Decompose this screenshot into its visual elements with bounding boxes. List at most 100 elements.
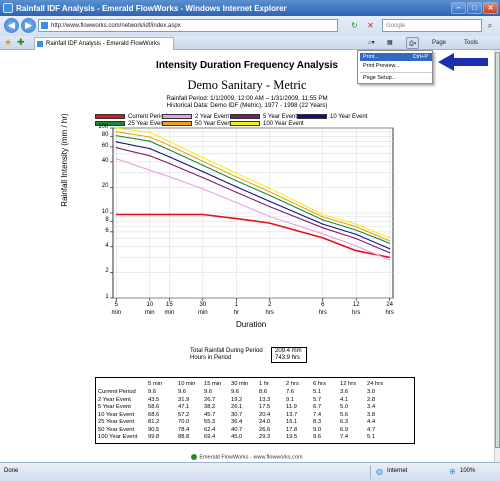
flowworks-logo-icon: [191, 454, 198, 460]
table-cell: 5.1: [367, 434, 376, 440]
table-cell: 6.3: [340, 419, 349, 425]
table-cell: 55.3: [204, 419, 216, 425]
table-header-cell: 30 min: [231, 381, 249, 387]
feeds-icon[interactable]: ▦: [387, 40, 393, 46]
table-header-cell: 10 min: [178, 381, 196, 387]
refresh-icon[interactable]: ↻: [351, 21, 358, 30]
table-cell: 3.6: [340, 389, 349, 395]
table-cell: 13.7: [286, 411, 298, 418]
menu-item-print-preview[interactable]: Print Preview...: [363, 63, 400, 69]
print-button[interactable]: ⎙▾: [406, 37, 420, 49]
table-row-label: 2 Year Event: [98, 396, 131, 403]
y-axis-label: Rainfall Intensity (mm / hr): [60, 113, 69, 207]
y-tick-label: 10: [101, 209, 109, 215]
legend-label: Current Period: [128, 113, 168, 120]
table-cell: 36.4: [231, 419, 243, 425]
status-text: Done: [4, 468, 19, 474]
table-cell: 13.3: [259, 396, 271, 403]
window-controls: – □ ✕: [451, 2, 498, 14]
home-icon[interactable]: ⌂▾: [368, 40, 375, 46]
close-button[interactable]: ✕: [483, 2, 498, 14]
legend-item: 25 Year Event: [95, 120, 165, 127]
table-cell: 8.3: [313, 419, 322, 425]
table-cell: 6.7: [313, 404, 322, 410]
idf-table: [95, 377, 415, 444]
y-tick-label: 20: [101, 183, 109, 190]
legend-label: 25 Year Event: [128, 120, 166, 127]
table-cell: 68.6: [148, 411, 160, 418]
table-row-label: 25 Year Event: [98, 419, 135, 425]
search-icon[interactable]: ⌕: [487, 21, 493, 30]
table-cell: 16.1: [286, 419, 298, 425]
legend-item: Current Period: [95, 113, 167, 120]
table-cell: 4.1: [340, 396, 349, 403]
forward-button[interactable]: ▶: [21, 18, 36, 33]
hours-label: Hours in Period: [190, 355, 232, 361]
table-cell: 5.6: [340, 411, 349, 418]
tab-active[interactable]: Rainfall IDF Analysis - Emerald FlowWork…: [34, 37, 174, 50]
rainfall-period: Rainfall Period: 1/1/2009, 12:00 AM – 1/…: [166, 95, 328, 102]
legend-item: 5 Year Event: [230, 113, 297, 120]
table-cell: 26.7: [204, 396, 216, 403]
window-title: Rainfall IDF Analysis - Emerald FlowWork…: [16, 3, 287, 13]
vertical-scrollbar[interactable]: [494, 50, 500, 462]
legend-label: 5 Year Event: [263, 113, 298, 120]
favorites-star-icon[interactable]: ★: [4, 37, 13, 47]
table-cell: 58.6: [148, 404, 160, 410]
table-cell: 7.4: [313, 411, 322, 418]
table-cell: 88.8: [178, 434, 190, 440]
site-name: Demo Sanitary - Metric: [187, 78, 307, 92]
ie-icon: [3, 3, 13, 13]
search-input[interactable]: Google: [382, 19, 482, 32]
table-cell: 78.4: [178, 426, 190, 433]
menu-item-page-setup[interactable]: Page Setup...: [363, 75, 397, 81]
x-tick-label: 6 hrs: [318, 302, 327, 316]
page-menu[interactable]: Page: [432, 40, 447, 46]
table-cell: 81.2: [148, 419, 160, 425]
scrollbar-thumb[interactable]: [495, 52, 500, 448]
y-tick-label: 60: [101, 142, 109, 149]
y-tick-label: 4: [105, 242, 109, 249]
table-cell: 47.1: [178, 404, 190, 410]
zoom-level[interactable]: 100%: [460, 468, 476, 474]
x-tick-label: 5 min: [111, 302, 122, 316]
legend-swatch: [230, 114, 260, 119]
x-tick-label: 15 min: [164, 302, 175, 316]
back-button[interactable]: ◀: [4, 18, 19, 33]
legend-item: 100 Year Event: [230, 120, 304, 127]
report-title: Intensity Duration Frequency Analysis: [156, 60, 338, 71]
minimize-button[interactable]: –: [451, 2, 466, 14]
menu-item-print[interactable]: Print... Ctrl+P: [360, 53, 432, 61]
page-icon: [41, 22, 48, 29]
stop-icon[interactable]: ✕: [367, 21, 374, 30]
table-cell: 26.1: [231, 404, 243, 410]
table-cell: 99.8: [148, 434, 160, 440]
table-row-label: 50 Year Event: [98, 426, 135, 433]
table-cell: 30.7: [231, 411, 243, 418]
maximize-button[interactable]: □: [467, 2, 482, 14]
table-cell: 17.8: [286, 426, 298, 433]
table-cell: 9.6: [231, 389, 240, 395]
page-footer: Emerald FlowWorks - www.flowworks.com: [0, 454, 494, 460]
table-header-cell: 15 min: [204, 381, 222, 387]
legend-label: 10 Year Event: [330, 113, 368, 120]
tools-menu[interactable]: Tools: [464, 40, 479, 46]
url-input[interactable]: http://www.flowworks.com/network/idf/ind…: [38, 19, 338, 32]
window-titlebar: Rainfall IDF Analysis - Emerald FlowWork…: [0, 0, 500, 16]
y-tick-label: 80: [101, 132, 109, 139]
table-cell: 20.4: [259, 411, 271, 418]
add-favorites-icon[interactable]: ✚: [17, 37, 25, 47]
total-rainfall-value: 209.4 mm: [275, 348, 302, 354]
tab-bar: ★ ✚ Rainfall IDF Analysis - Emerald Flow…: [0, 36, 500, 50]
x-tick-label: 30 min: [197, 302, 208, 316]
table-cell: 26.6: [259, 426, 271, 433]
legend-item: 10 Year Event: [297, 113, 367, 120]
table-cell: 6.9: [340, 426, 349, 433]
legend-swatch: [162, 121, 192, 126]
table-cell: 3.0: [367, 389, 376, 395]
table-cell: 40.7: [231, 426, 243, 433]
table-cell: 9.6: [204, 389, 213, 395]
hours-value: 743.9 hrs: [275, 355, 301, 361]
x-tick-label: 24 hrs: [385, 302, 394, 316]
table-cell: 9.6: [178, 389, 187, 395]
